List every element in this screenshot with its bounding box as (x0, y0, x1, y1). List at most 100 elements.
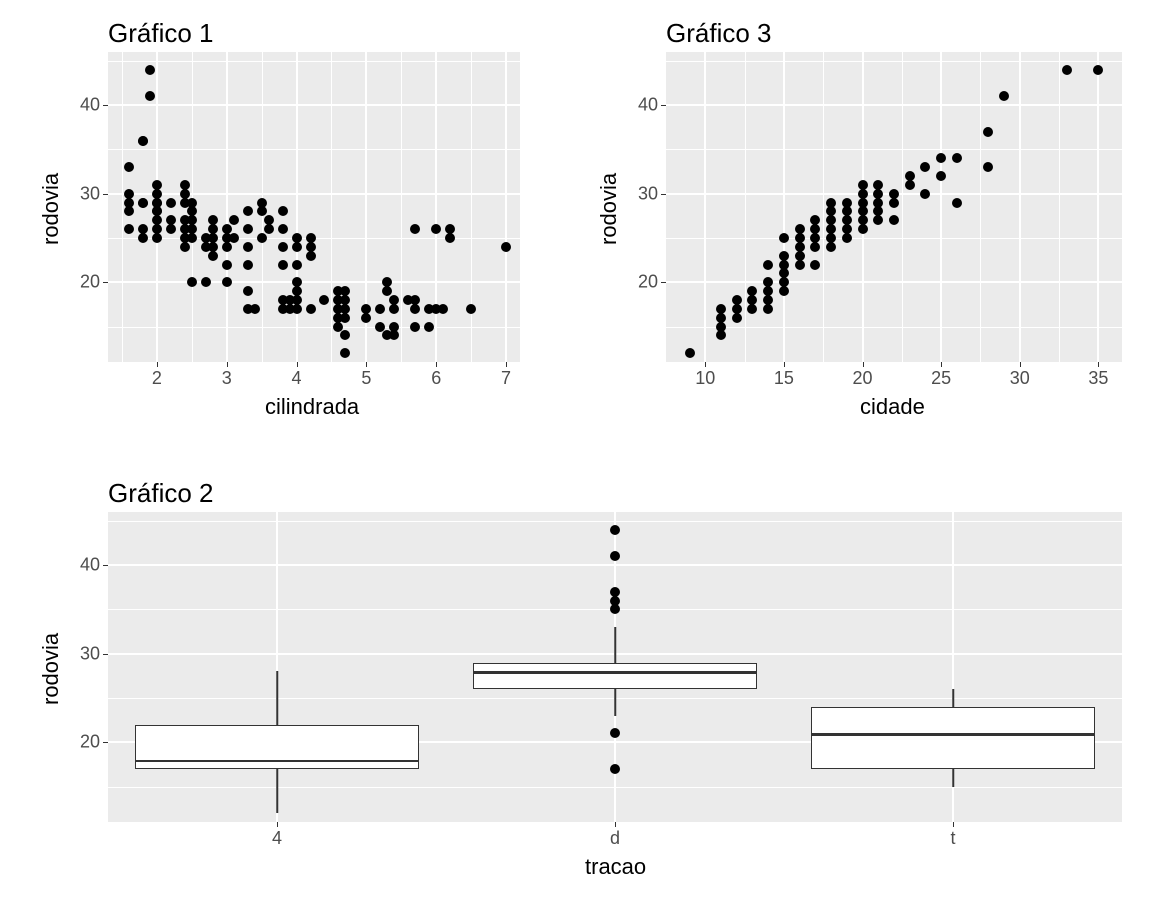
scatter-point (306, 251, 316, 261)
grid-major-h (108, 281, 520, 283)
scatter-point (873, 215, 883, 225)
scatter-point (826, 224, 836, 234)
tick-mark-x (1020, 362, 1021, 367)
grid-minor-v (401, 52, 402, 362)
tick-mark-x (506, 362, 507, 367)
scatter-point (222, 277, 232, 287)
scatter-point (826, 198, 836, 208)
grid-minor-h (666, 61, 1122, 62)
scatter-point (810, 215, 820, 225)
scatter-point (410, 295, 420, 305)
x-tick-label: t (950, 828, 955, 849)
scatter-point (873, 180, 883, 190)
grid-major-v (940, 52, 942, 362)
scatter-point (243, 206, 253, 216)
p3-plot-area: 203040101520253035 (666, 52, 1122, 362)
scatter-point (222, 242, 232, 252)
grid-major-h (108, 193, 520, 195)
scatter-point (264, 215, 274, 225)
scatter-point (716, 304, 726, 314)
scatter-point (201, 277, 211, 287)
scatter-point (340, 330, 350, 340)
whisker-upper (952, 689, 954, 707)
tick-mark-x (366, 362, 367, 367)
scatter-point (466, 304, 476, 314)
scatter-point (243, 242, 253, 252)
boxplot-box (135, 725, 419, 769)
scatter-point (257, 206, 267, 216)
scatter-point (410, 224, 420, 234)
scatter-point (243, 286, 253, 296)
y-tick-label: 40 (80, 95, 100, 116)
scatter-point (124, 224, 134, 234)
scatter-point (779, 251, 789, 261)
scatter-point (431, 224, 441, 234)
scatter-point (826, 215, 836, 225)
scatter-point (145, 91, 155, 101)
x-tick-label: 4 (272, 828, 282, 849)
boxplot-box (473, 663, 757, 690)
scatter-point (145, 65, 155, 75)
p2-xlabel: tracao (585, 854, 646, 880)
scatter-point (983, 162, 993, 172)
scatter-point (858, 215, 868, 225)
scatter-point (795, 224, 805, 234)
scatter-point (873, 206, 883, 216)
x-tick-label: 30 (1010, 368, 1030, 389)
scatter-point (306, 242, 316, 252)
tick-mark-x (615, 822, 616, 827)
y-tick-label: 20 (638, 272, 658, 293)
grid-minor-h (666, 238, 1122, 239)
whisker-lower (614, 689, 616, 716)
p1-xlabel: cilindrada (265, 394, 359, 420)
tick-mark-x (436, 362, 437, 367)
scatter-point (361, 304, 371, 314)
scatter-point (424, 322, 434, 332)
scatter-point (229, 233, 239, 243)
x-tick-label: 5 (361, 368, 371, 389)
grid-minor-v (122, 52, 123, 362)
scatter-point (716, 330, 726, 340)
boxplot-outlier (610, 728, 620, 738)
boxplot-median (136, 760, 418, 763)
grid-minor-h (108, 327, 520, 328)
x-tick-label: 25 (931, 368, 951, 389)
scatter-point (187, 233, 197, 243)
scatter-point (795, 242, 805, 252)
scatter-point (180, 242, 190, 252)
tick-mark-y (103, 105, 108, 106)
tick-mark-y (103, 282, 108, 283)
p1-title: Gráfico 1 (108, 18, 214, 49)
p2-plot-area: 2030404dt (108, 512, 1122, 822)
scatter-point (842, 215, 852, 225)
scatter-point (166, 224, 176, 234)
tick-mark-y (661, 194, 666, 195)
grid-minor-v (331, 52, 332, 362)
chart-container: Gráfico 1203040234567rodoviacilindradaGr… (0, 0, 1152, 921)
grid-minor-v (902, 52, 903, 362)
tick-mark-x (227, 362, 228, 367)
p1-ylabel: rodovia (38, 173, 64, 245)
p3-xlabel: cidade (860, 394, 925, 420)
scatter-point (375, 322, 385, 332)
grid-major-v (1019, 52, 1021, 362)
scatter-point (243, 224, 253, 234)
scatter-point (795, 260, 805, 270)
scatter-point (732, 313, 742, 323)
grid-major-h (666, 104, 1122, 106)
whisker-upper (614, 627, 616, 662)
grid-minor-v (1059, 52, 1060, 362)
scatter-point (842, 206, 852, 216)
scatter-point (810, 224, 820, 234)
scatter-point (250, 304, 260, 314)
scatter-point (229, 215, 239, 225)
y-tick-label: 30 (638, 183, 658, 204)
scatter-point (936, 171, 946, 181)
scatter-point (747, 304, 757, 314)
scatter-point (166, 198, 176, 208)
grid-minor-h (108, 149, 520, 150)
tick-mark-y (103, 565, 108, 566)
scatter-point (208, 242, 218, 252)
scatter-point (124, 206, 134, 216)
tick-mark-y (103, 654, 108, 655)
